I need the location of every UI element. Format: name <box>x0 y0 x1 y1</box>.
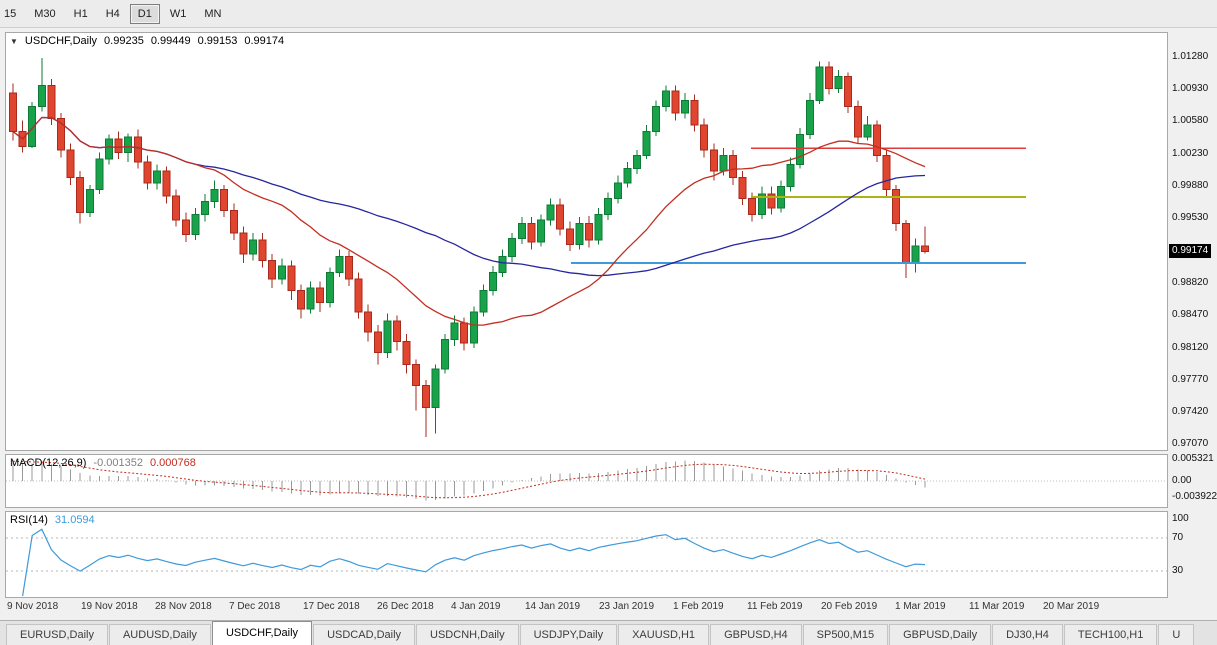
date-axis-label: 11 Feb 2019 <box>747 601 803 612</box>
macd-axis-label: -0.003922 <box>1172 491 1217 502</box>
macd-main-value: -0.001352 <box>93 457 143 469</box>
date-axis-label: 19 Nov 2018 <box>81 601 138 612</box>
price-axis-label: 0.98470 <box>1172 309 1209 320</box>
rsi-axis-label: 70 <box>1172 532 1184 543</box>
timeframe-button-15[interactable]: 15 <box>4 7 17 20</box>
price-axis-label: 0.97420 <box>1172 406 1209 417</box>
price-axis-label: 1.00230 <box>1172 148 1209 159</box>
rsi-header: RSI(14) 31.0594 <box>10 514 95 526</box>
timeframe-button-m30[interactable]: M30 <box>34 7 56 20</box>
macd-chart[interactable] <box>6 455 1167 507</box>
current-price-badge: 0.99174 <box>1169 244 1212 258</box>
timeframe-button-w1[interactable]: W1 <box>169 7 187 20</box>
chart-symbol-label: USDCHF,Daily <box>24 35 98 47</box>
chart-tab-bar: EURUSD,Daily AUDUSD,Daily USDCHF,Daily USDC… <box>0 620 1217 645</box>
main-chart-panel[interactable]: ▼ USDCHF,Daily 0.99235 0.99449 0.99153 0… <box>5 32 1168 451</box>
date-axis-label: 11 Mar 2019 <box>969 601 1025 612</box>
date-axis-label: 20 Mar 2019 <box>1043 601 1100 612</box>
price-axis-label: 1.01280 <box>1172 51 1209 62</box>
macd-label: MACD(12,26,9) <box>10 457 87 469</box>
price-axis-label: 0.97770 <box>1172 374 1209 385</box>
chart-tab-audusd-daily[interactable]: AUDUSD,Daily <box>108 624 211 645</box>
chart-collapse-icon[interactable]: ▼ <box>10 36 18 46</box>
date-axis-label: 23 Jan 2019 <box>599 601 655 612</box>
rsi-label: RSI(14) <box>10 514 48 526</box>
chart-tab-gbpusd-h4[interactable]: GBPUSD,H4 <box>710 624 802 645</box>
macd-header: MACD(12,26,9) -0.001352 0.000768 <box>10 457 196 469</box>
chart-close-value: 0.99174 <box>244 35 285 47</box>
price-axis-label: 1.00930 <box>1172 83 1209 94</box>
date-axis-label: 9 Nov 2018 <box>7 601 59 612</box>
chart-open-value: 0.99235 <box>104 35 144 47</box>
date-axis-label: 14 Jan 2019 <box>525 601 581 612</box>
price-axis-label: 0.98120 <box>1172 342 1209 353</box>
chart-tab-gbpusd-daily[interactable]: GBPUSD,Daily <box>889 624 992 645</box>
rsi-axis-label: 100 <box>1172 513 1189 524</box>
chart-tab-usdjpy-daily[interactable]: USDJPY,Daily <box>519 624 618 645</box>
date-axis-label: 17 Dec 2018 <box>303 601 360 612</box>
chart-tab-u[interactable]: U <box>1158 624 1195 645</box>
chart-tab-sp500-m15[interactable]: SP500,M15 <box>802 624 889 645</box>
chart-tab-usdcnh-daily[interactable]: USDCNH,Daily <box>416 624 519 645</box>
price-axis-label: 1.00580 <box>1172 115 1209 126</box>
chart-high-value: 0.99449 <box>150 35 191 47</box>
rsi-chart[interactable] <box>6 512 1167 597</box>
date-axis: 9 Nov 2018 19 Nov 2018 28 Nov 2018 7 Dec 20… <box>5 601 1168 617</box>
timeframe-button-d1[interactable]: D1 <box>129 3 160 24</box>
timeframe-toolbar: 15 M30 H1 H4 D1 W1 MN <box>0 0 1217 28</box>
price-axis-label: 0.98820 <box>1172 277 1209 288</box>
price-axis-label: 0.99530 <box>1172 212 1209 223</box>
chart-tab-usdchf-daily[interactable]: USDCHF,Daily <box>211 621 313 645</box>
chart-tab-xauusd-h1[interactable]: XAUUSD,H1 <box>618 624 710 645</box>
timeframe-button-h4[interactable]: H4 <box>105 7 120 20</box>
chart-tab-eurusd-daily[interactable]: EURUSD,Daily <box>6 624 108 645</box>
date-axis-label: 26 Dec 2018 <box>377 601 434 612</box>
chart-tab-dj30-h4[interactable]: DJ30,H4 <box>992 624 1063 645</box>
timeframe-button-mn[interactable]: MN <box>204 7 222 20</box>
rsi-indicator-panel[interactable]: RSI(14) 31.0594 <box>5 511 1168 598</box>
rsi-value: 31.0594 <box>54 514 95 526</box>
macd-signal-value: 0.000768 <box>149 457 196 469</box>
chart-low-value: 0.99153 <box>197 35 238 47</box>
date-axis-label: 1 Mar 2019 <box>895 601 946 612</box>
chart-tab-usdcad-daily[interactable]: USDCAD,Daily <box>313 624 416 645</box>
timeframe-button-h1[interactable]: H1 <box>73 7 88 20</box>
macd-axis-label: 0.00 <box>1172 475 1192 486</box>
rsi-axis-label: 30 <box>1172 565 1184 576</box>
date-axis-label: 4 Jan 2019 <box>451 601 501 612</box>
price-axis-label: 0.99880 <box>1172 180 1209 191</box>
price-axis-label: 0.97070 <box>1172 438 1209 449</box>
date-axis-label: 7 Dec 2018 <box>229 601 281 612</box>
date-axis-label: 20 Feb 2019 <box>821 601 878 612</box>
date-axis-label: 1 Feb 2019 <box>673 601 724 612</box>
chart-tab-tech100-h1[interactable]: TECH100,H1 <box>1063 624 1158 645</box>
date-axis-label: 28 Nov 2018 <box>155 601 212 612</box>
macd-axis-label: 0.005321 <box>1172 453 1214 464</box>
chart-header: ▼ USDCHF,Daily 0.99235 0.99449 0.99153 0… <box>10 35 284 47</box>
candlestick-chart[interactable] <box>6 33 1167 450</box>
macd-indicator-panel[interactable]: MACD(12,26,9) -0.001352 0.000768 <box>5 454 1168 508</box>
